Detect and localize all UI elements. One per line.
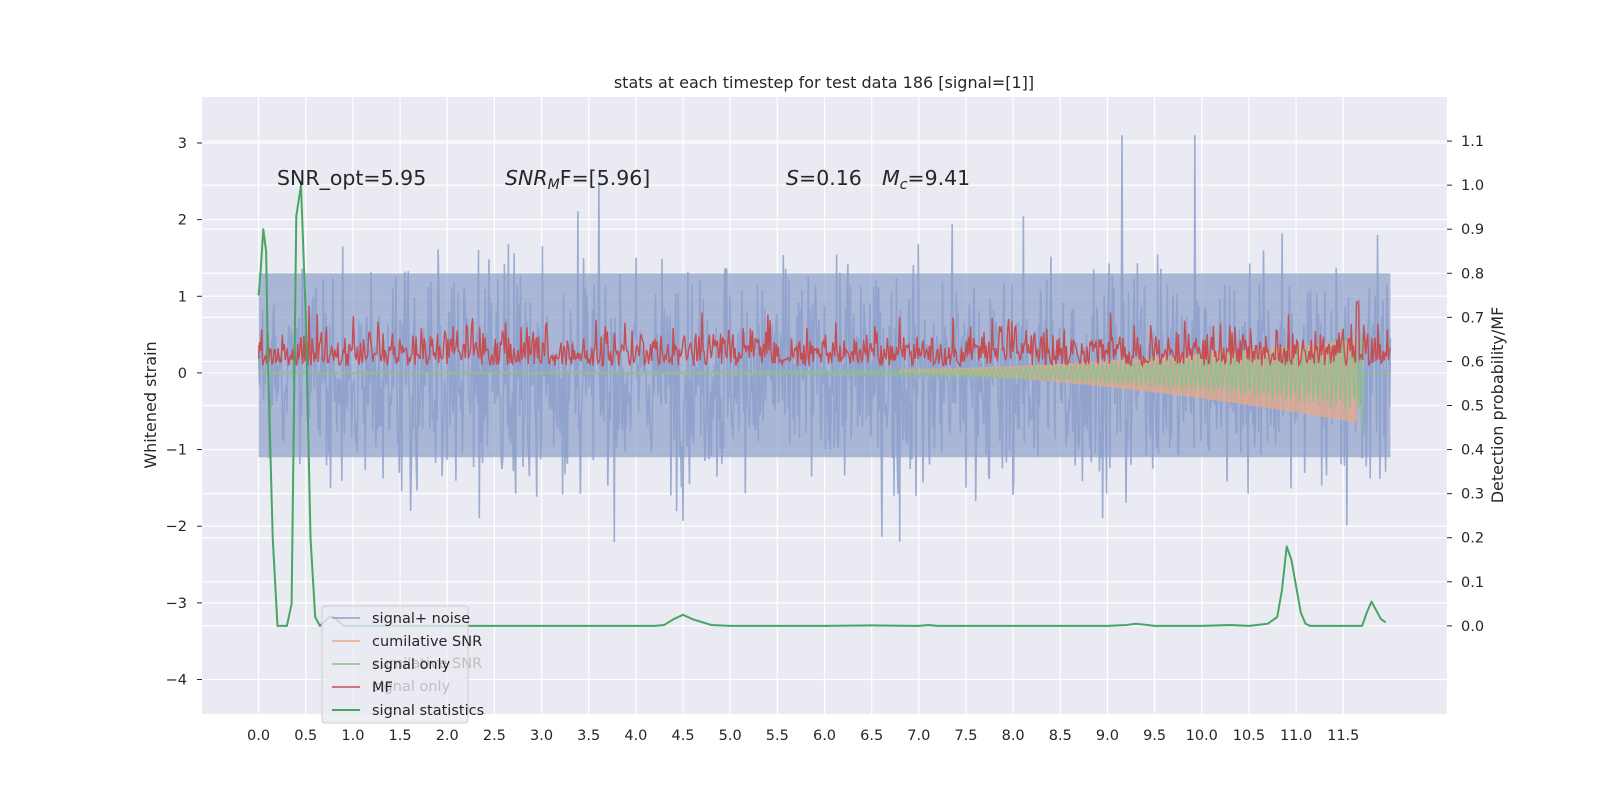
series-layer — [257, 135, 1392, 627]
x-tick-label: 5.5 — [766, 728, 789, 744]
legend-box — [321, 605, 469, 724]
snr-mf-rest: F=[5.96] — [560, 166, 651, 190]
mc-val: =9.41 — [907, 166, 970, 190]
y-axis-label: Whitened strain — [141, 341, 160, 468]
legend-label: MF — [372, 680, 393, 696]
annotation-s: S=0.16 — [786, 166, 862, 190]
y-right-tick-label: 0.6 — [1461, 354, 1484, 370]
s-var: S — [786, 166, 799, 190]
y-tick-label: −1 — [166, 443, 187, 459]
y-right-tick-label: 1.1 — [1461, 134, 1484, 150]
y-right-tick-label: 1.0 — [1461, 178, 1484, 194]
y-right-tick-label: 0.5 — [1461, 399, 1484, 415]
x-tick-label: 3.0 — [530, 728, 553, 744]
y-right-tick-label: 0.3 — [1461, 487, 1484, 503]
legend-ghost-label: signal only — [372, 679, 451, 695]
x-tick-label: 1.0 — [341, 728, 364, 744]
x-tick-label: 3.5 — [577, 728, 600, 744]
y-tick-label: −4 — [166, 673, 187, 689]
y-tick-label: 3 — [178, 136, 187, 152]
x-tick-label: 6.0 — [813, 728, 836, 744]
x-tick-label: 11.0 — [1280, 728, 1312, 744]
legend-label: cumilative SNR — [372, 634, 482, 650]
x-tick-label: 10.5 — [1233, 728, 1265, 744]
legend: cumilative SNR signal only signal+ noise… — [321, 605, 484, 724]
x-tick-label: 11.5 — [1327, 728, 1359, 744]
x-tick-label: 5.0 — [719, 728, 742, 744]
series-mf-line — [257, 301, 1392, 368]
snr-mf-sub: M — [548, 177, 560, 193]
x-tick-label: 4.0 — [624, 728, 647, 744]
x-tick-label: 9.0 — [1096, 728, 1119, 744]
s-val: =0.16 — [799, 166, 862, 190]
x-tick-label: 6.5 — [860, 728, 883, 744]
x-tick-label: 2.5 — [483, 728, 506, 744]
y-right-tick-label: 0.4 — [1461, 443, 1484, 459]
annotation-snr-mf: SNRMF=[5.96] — [505, 166, 650, 193]
x-tick-label: 0.5 — [294, 728, 317, 744]
y-tick-label: 2 — [178, 213, 187, 229]
x-tick-label: 0.0 — [247, 728, 270, 744]
x-tick-label: 8.0 — [1002, 728, 1025, 744]
y-right-tick-label: 0.0 — [1461, 619, 1484, 635]
mc-var: M — [882, 166, 900, 190]
legend-label: signal only — [372, 657, 451, 673]
ticks-layer: 0.0 0.5 1.0 1.5 2.0 2.5 3.0 3.5 4.0 4.5 5.0 5.5 6.0 6… — [166, 134, 1484, 744]
y-tick-label: −3 — [166, 596, 187, 612]
y-right-tick-label: 0.8 — [1461, 266, 1484, 282]
series-signal-only-line — [258, 333, 1391, 431]
y-right-tick-label: 0.7 — [1461, 310, 1484, 326]
y-tick-label: 0 — [178, 366, 187, 382]
x-tick-label: 10.0 — [1186, 728, 1218, 744]
x-tick-label: 2.0 — [436, 728, 459, 744]
x-tick-label: 1.5 — [389, 728, 412, 744]
annotation-mc: Mc=9.41 — [882, 166, 970, 193]
snr-mf-var: SNR — [505, 166, 548, 190]
legend-label: signal+ noise — [372, 611, 470, 627]
y-tick-label: 1 — [178, 289, 187, 305]
y-right-tick-label: 0.1 — [1461, 575, 1484, 591]
y-right-tick-label: 0.2 — [1461, 531, 1484, 547]
y-right-axis-label: Detection probability/MF — [1488, 307, 1507, 504]
legend-label: signal statistics — [372, 703, 484, 719]
x-tick-label: 7.0 — [907, 728, 930, 744]
x-tick-label: 4.5 — [671, 728, 694, 744]
x-tick-label: 9.5 — [1143, 728, 1166, 744]
chart-title: stats at each timestep for test data 186… — [614, 73, 1034, 92]
x-tick-label: 7.5 — [954, 728, 977, 744]
series-signal-statistics-line — [257, 184, 1387, 627]
legend-ghost-label: cumilative SNR — [372, 656, 482, 672]
y-right-tick-label: 0.9 — [1461, 222, 1484, 238]
y-tick-label: −2 — [166, 519, 187, 535]
x-tick-label: 8.5 — [1049, 728, 1072, 744]
annotation-snr-opt: SNR_opt=5.95 — [277, 166, 426, 191]
mc-sub: c — [900, 177, 908, 193]
